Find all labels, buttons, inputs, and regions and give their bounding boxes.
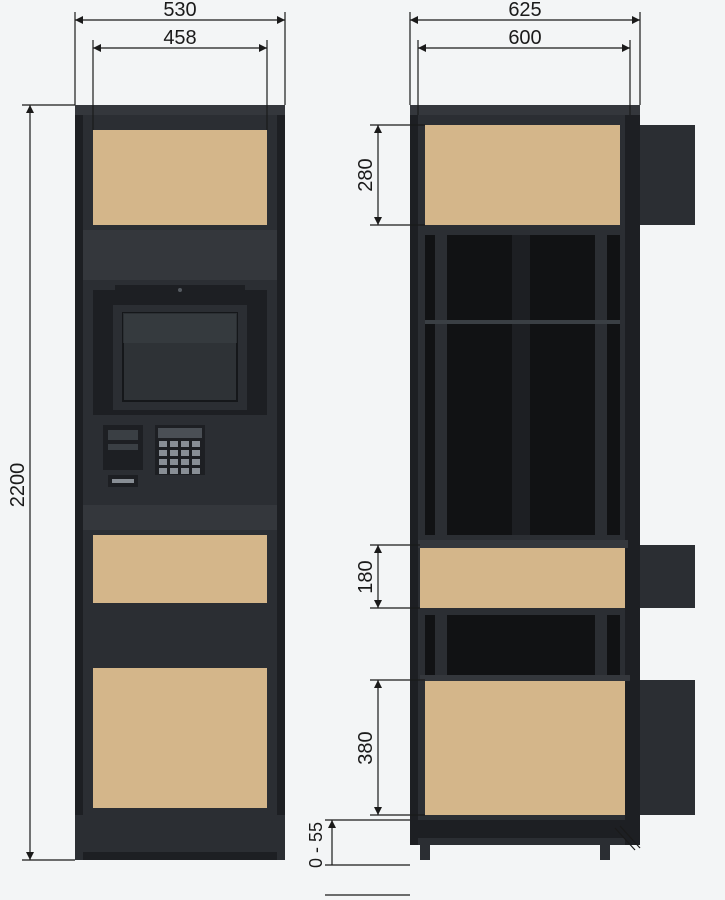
side-bottom-flap [640, 680, 695, 815]
front-bottom-panel [93, 668, 267, 808]
dim-label: 600 [508, 27, 541, 49]
side-top-panel [425, 125, 620, 225]
dim-base-adjust: 0 - 55 [306, 820, 410, 895]
side-top-flap [640, 125, 695, 225]
dim-label: 2200 [7, 463, 29, 508]
dim-front-outer-width: 530 [75, 0, 285, 105]
front-mid-panel [93, 535, 267, 603]
dim-label: 380 [355, 731, 377, 764]
side-mid-flap [640, 545, 695, 608]
front-view [75, 105, 285, 860]
dim-total-height: 2200 [7, 105, 75, 860]
side-foot-right [600, 838, 610, 860]
side-view [410, 105, 695, 860]
technical-drawing: 530 458 2200 625 [0, 0, 725, 900]
dim-label: 458 [163, 27, 196, 49]
side-base [410, 820, 640, 838]
front-top-panel [93, 130, 267, 225]
side-mid-panel [420, 545, 625, 608]
dim-label: 625 [508, 0, 541, 21]
keypad [155, 425, 205, 475]
dim-label: 280 [355, 158, 377, 191]
dim-side-outer-width: 625 [410, 0, 640, 105]
dim-label: 530 [163, 0, 196, 21]
dim-side-inner-width: 600 [418, 27, 630, 115]
dim-label: 0 - 55 [306, 822, 326, 868]
side-bottom-panel [425, 680, 625, 815]
camera-dot [178, 288, 182, 292]
side-foot-left [420, 838, 430, 860]
dim-label: 180 [355, 560, 377, 593]
